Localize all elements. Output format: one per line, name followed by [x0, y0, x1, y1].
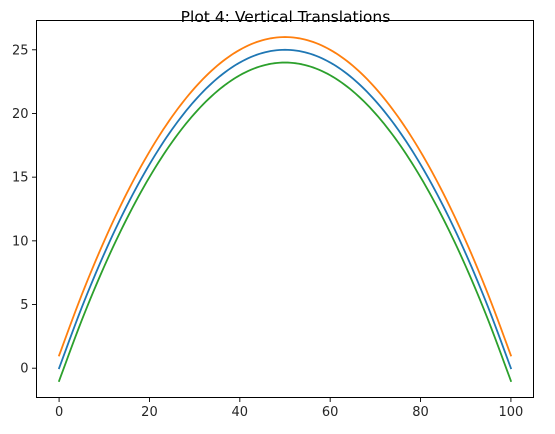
- y-tick-label: 10: [12, 234, 29, 249]
- x-tick-label: 100: [498, 405, 523, 420]
- axis-ticks: 0 20 40 60 80 100 0 5 10 15 20 25: [12, 43, 523, 420]
- chart-title: Plot 4: Vertical Translations: [181, 8, 391, 26]
- x-tick-label: 0: [55, 405, 63, 420]
- y-tick-label: 5: [20, 298, 28, 313]
- y-tick-label: 20: [12, 107, 29, 122]
- series-line-2: [57, 36, 513, 357]
- series-line-3: [57, 61, 513, 383]
- x-tick-label: 60: [322, 405, 339, 420]
- series-line-1: [57, 48, 513, 370]
- y-tick-label: 15: [12, 171, 29, 186]
- y-tick-label: 0: [20, 362, 28, 377]
- x-tick-label: 80: [412, 405, 429, 420]
- plot-area: [57, 36, 513, 383]
- y-tick-label: 25: [12, 43, 29, 58]
- x-tick-label: 40: [232, 405, 249, 420]
- axes-frame: [36, 20, 534, 398]
- x-tick-label: 20: [141, 405, 158, 420]
